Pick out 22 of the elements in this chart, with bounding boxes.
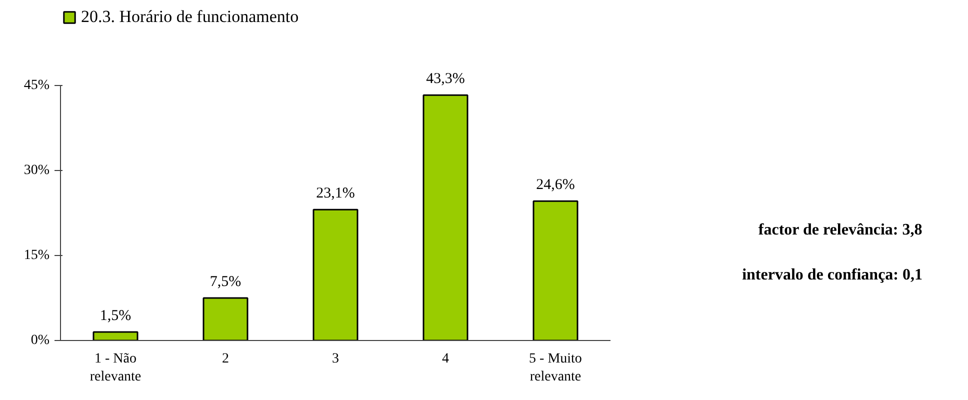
data-label: 43,3%	[426, 71, 465, 88]
y-tick-label: 45%	[24, 78, 50, 93]
bar	[312, 208, 358, 340]
bar	[202, 297, 248, 340]
bar	[92, 331, 138, 340]
x-tick-label: 5 - Muito relevante	[529, 352, 582, 384]
x-tick-label: 2	[222, 352, 229, 366]
x-tick-label: 3	[332, 352, 339, 366]
data-label: 7,5%	[210, 274, 242, 290]
y-tick-label: 0%	[30, 333, 50, 348]
data-label: 23,1%	[316, 186, 355, 202]
x-tick-label: 4	[442, 352, 449, 366]
legend-label: 20.3. Horário de funcionamento	[81, 7, 299, 27]
data-label: 24,6%	[536, 177, 575, 194]
bar	[422, 94, 468, 340]
text: factor de relevância: 3,8	[758, 222, 922, 238]
x-tick-label: 1 - Não relevante	[90, 352, 142, 384]
y-tick-label: 15%	[24, 248, 50, 263]
data-label: 1,5%	[100, 308, 132, 324]
text: intervalo de confiança: 0,1	[742, 266, 922, 284]
y-tick-label: 30%	[24, 163, 50, 178]
bar	[532, 200, 578, 340]
